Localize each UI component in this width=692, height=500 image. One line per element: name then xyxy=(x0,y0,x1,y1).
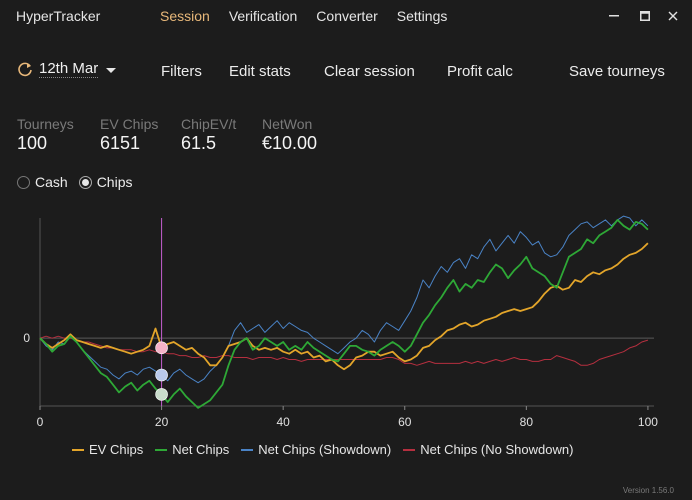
stat-chip-ev-per-tourney: ChipEV/t 61.5 xyxy=(181,116,236,154)
refresh-icon[interactable] xyxy=(17,61,33,77)
main-nav: Session Verification Converter Settings xyxy=(160,8,466,24)
title-bar: HyperTracker Session Verification Conver… xyxy=(0,0,692,32)
nav-settings[interactable]: Settings xyxy=(396,8,448,24)
save-tourneys-button[interactable]: Save tourneys xyxy=(569,63,665,80)
stat-value: 6151 xyxy=(100,133,141,153)
mode-selector: Cash Chips xyxy=(17,174,143,190)
legend-swatch xyxy=(403,448,416,451)
x-tick-label: 40 xyxy=(276,415,290,429)
nav-session[interactable]: Session xyxy=(160,8,210,24)
legend-label: Net Chips xyxy=(172,442,230,457)
stat-tourneys: Tourneys 100 xyxy=(17,116,74,154)
stat-value: 100 xyxy=(17,133,48,153)
stat-value: €10.00 xyxy=(262,133,318,153)
legend-swatch xyxy=(241,448,254,451)
radio-checked-icon[interactable] xyxy=(78,175,92,189)
legend-label: Net Chips (No Showdown) xyxy=(420,442,574,457)
legend-net-showdown[interactable]: Net Chips (Showdown) xyxy=(241,442,391,457)
radio-label-chips[interactable]: Chips xyxy=(96,174,133,190)
legend-label: EV Chips xyxy=(89,442,144,457)
hover-cursor xyxy=(155,218,168,406)
nav-verification[interactable]: Verification xyxy=(228,8,298,24)
y-tick-label: 0 xyxy=(23,331,30,345)
stat-label: Tourneys xyxy=(17,116,74,132)
minimize-icon xyxy=(609,15,619,17)
edit-stats-button[interactable]: Edit stats xyxy=(229,63,291,80)
clear-session-button[interactable]: Clear session xyxy=(324,63,415,80)
toolbar: 12th Mar Filters Edit stats Clear sessio… xyxy=(0,56,692,86)
close-icon xyxy=(668,11,678,21)
version-label: Version 1.56.0 xyxy=(622,486,674,495)
stat-value: 61.5 xyxy=(181,133,217,153)
maximize-icon xyxy=(640,11,650,21)
series-line-ev xyxy=(39,242,649,371)
chart-legend: EV Chips Net Chips Net Chips (Showdown) … xyxy=(72,442,585,457)
radio-label-cash[interactable]: Cash xyxy=(35,174,68,190)
profit-calc-button[interactable]: Profit calc xyxy=(447,63,513,80)
legend-swatch xyxy=(72,448,84,451)
x-tick-label: 0 xyxy=(37,415,44,429)
cash-radio[interactable]: Cash xyxy=(17,174,68,190)
stat-net-won: NetWon €10.00 xyxy=(262,116,317,154)
app-title: HyperTracker xyxy=(16,8,101,24)
x-tick-label: 100 xyxy=(638,415,658,429)
x-tick-label: 20 xyxy=(155,415,169,429)
series-line-noshowdown xyxy=(39,335,649,366)
chart-axes: 0 0 20 40 60 80 100 xyxy=(23,218,658,429)
minimize-button[interactable] xyxy=(604,6,624,26)
stat-ev-chips: EV Chips 6151 xyxy=(100,116,158,154)
session-stats: Tourneys 100 EV Chips 6151 ChipEV/t 61.5… xyxy=(0,116,692,156)
maximize-button[interactable] xyxy=(635,6,655,26)
close-button[interactable] xyxy=(663,6,683,26)
legend-ev-chips[interactable]: EV Chips xyxy=(72,442,143,457)
date-label[interactable]: 12th Mar xyxy=(39,60,99,78)
legend-net-chips[interactable]: Net Chips xyxy=(155,442,229,457)
x-tick-label: 60 xyxy=(398,415,412,429)
legend-swatch xyxy=(155,448,168,451)
series-line-showdown xyxy=(39,215,649,384)
hover-marker-net xyxy=(155,388,168,401)
legend-label: Net Chips (Showdown) xyxy=(258,442,392,457)
nav-converter[interactable]: Converter xyxy=(316,8,378,24)
legend-net-no-showdown[interactable]: Net Chips (No Showdown) xyxy=(403,442,573,457)
stat-label: ChipEV/t xyxy=(181,116,237,132)
hover-marker-showdown xyxy=(155,368,168,382)
radio-unchecked-icon[interactable] xyxy=(17,175,30,189)
date-picker[interactable]: 12th Mar xyxy=(17,60,117,78)
stat-label: EV Chips xyxy=(100,116,159,132)
series-line-net xyxy=(39,218,649,409)
x-tick-label: 80 xyxy=(520,415,534,429)
chart-series xyxy=(39,215,649,409)
filters-button[interactable]: Filters xyxy=(161,63,202,80)
chips-radio[interactable]: Chips xyxy=(78,174,133,190)
session-graph[interactable]: 0 0 20 40 60 80 100 xyxy=(0,210,692,438)
chevron-down-icon[interactable] xyxy=(106,67,117,73)
stat-label: NetWon xyxy=(262,116,313,132)
hover-marker-ev xyxy=(155,341,168,355)
